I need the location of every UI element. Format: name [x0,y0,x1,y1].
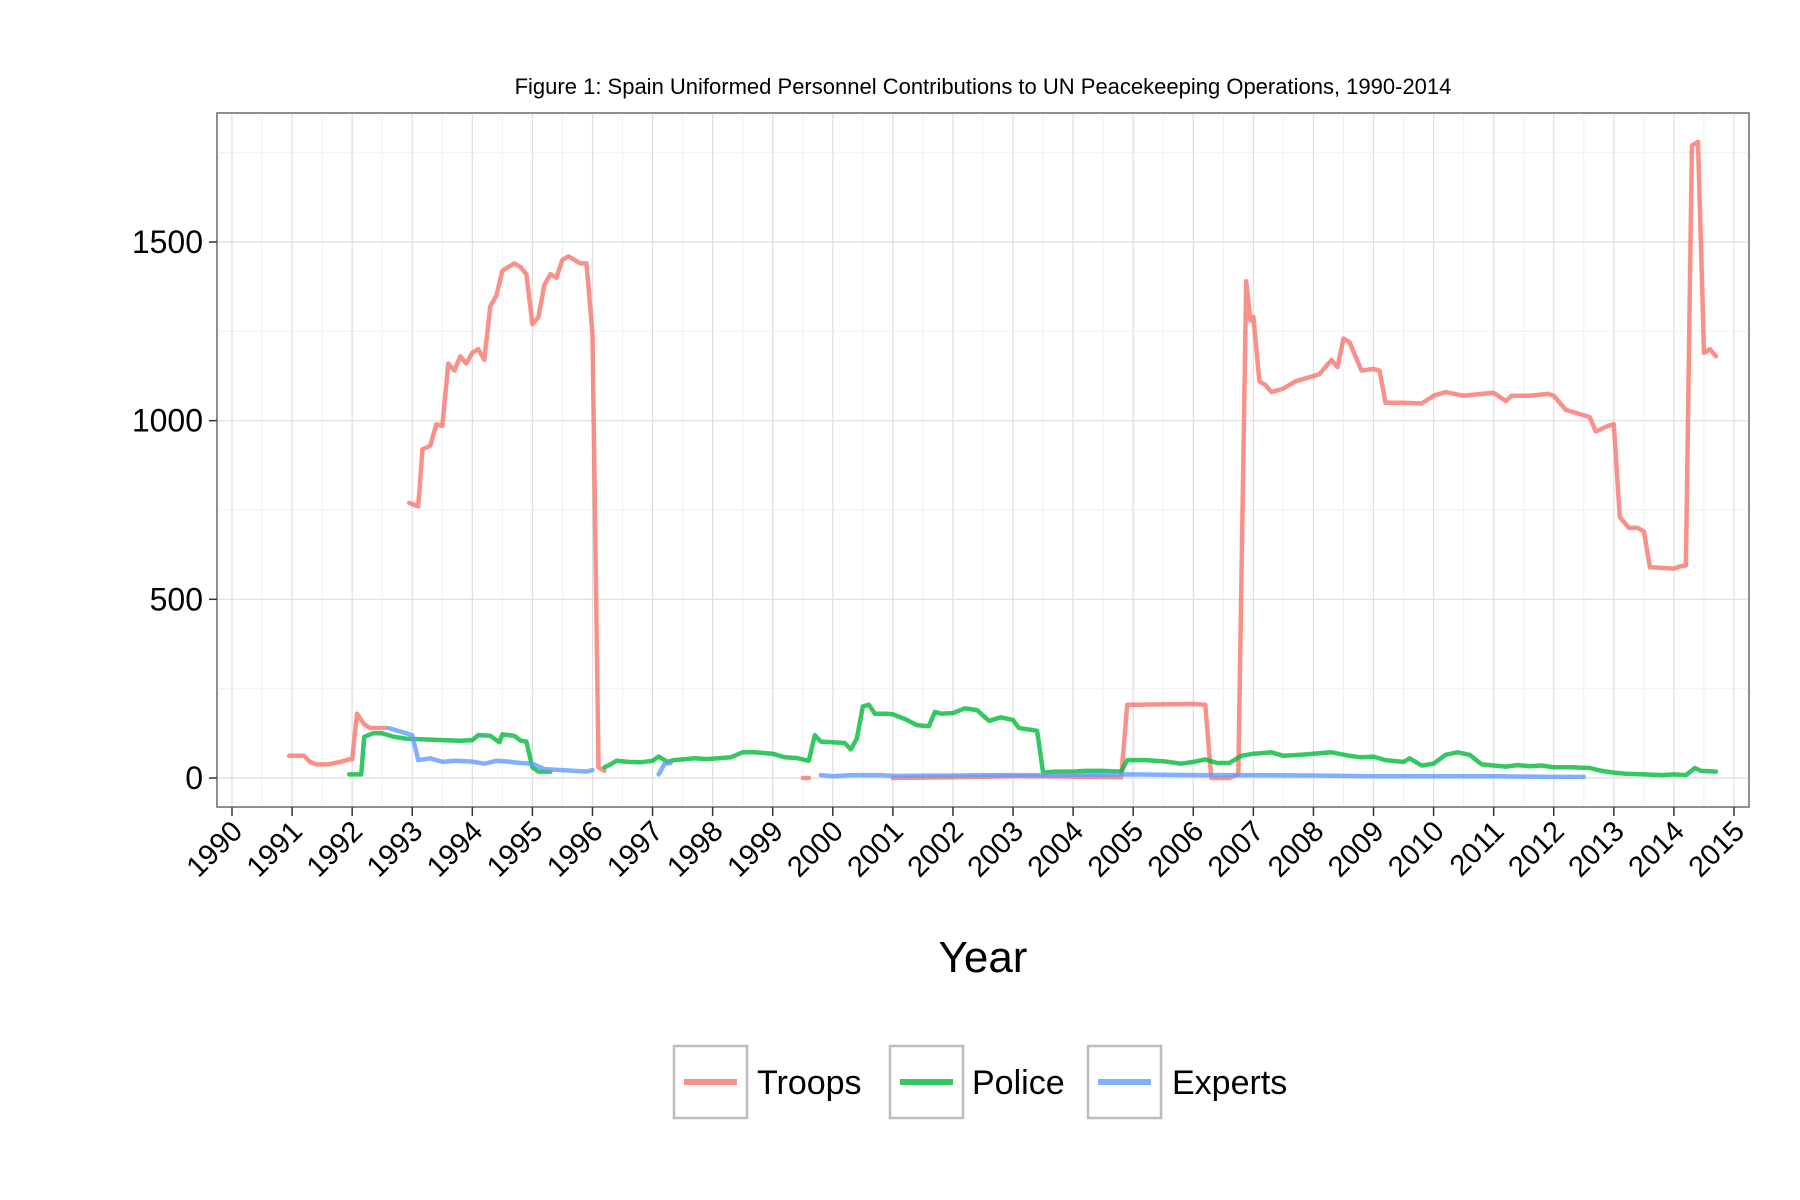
x-tick-label: 1998 [661,815,729,883]
plot-border [216,112,1750,808]
series-line-troops-segment [286,711,388,767]
x-tick-label: 2000 [782,815,850,883]
chart-title: Figure 1: Spain Uniformed Personnel Cont… [515,74,1452,99]
y-axis: 0 500 1000 1500 [132,224,217,796]
series-layer [286,139,1719,781]
series-line-experts-segment [656,760,673,777]
series-experts [385,725,1587,780]
x-tick-label: 2006 [1142,815,1210,883]
x-tick-label: 2010 [1382,815,1450,883]
x-tick-label: 1996 [541,815,609,883]
legend-item-police: Police [888,1044,1065,1120]
series-line-troops-segment [890,139,1719,781]
x-tick-label: 2002 [902,815,970,883]
x-tick-label: 2013 [1563,815,1631,883]
x-tick-label: 2003 [962,815,1030,883]
series-line-troops-segment [406,254,607,774]
x-tick-label: 1997 [601,815,669,883]
x-tick-label: 2014 [1623,815,1691,883]
x-tick-label: 1991 [241,815,309,883]
x-tick-label: 2011 [1444,815,1511,882]
series-line-experts-segment [818,772,1587,780]
x-tick-label: 2007 [1202,815,1270,883]
x-axis-label: Year [939,933,1028,982]
x-tick-label: 2009 [1322,815,1390,883]
major-gridlines [217,113,1749,807]
x-tick-label: 2012 [1502,815,1570,883]
x-tick-label: 1995 [481,815,549,883]
x-tick-label: 2015 [1683,815,1751,883]
y-tick-label: 0 [185,760,203,796]
y-tick-label: 500 [150,581,203,617]
legend-label-police: Police [972,1064,1065,1102]
y-tick-label: 1000 [132,403,203,439]
x-tick-label: 2001 [842,815,910,883]
x-tick-label: 1990 [181,815,249,883]
series-line-police-segment [602,702,1719,778]
x-tick-label: 1992 [301,815,369,883]
series-troops [286,139,1719,781]
x-tick-label: 2008 [1262,815,1330,883]
legend: Troops Police Experts [672,1044,1287,1120]
y-tick-label: 1500 [132,224,203,260]
legend-item-experts: Experts [1086,1044,1287,1120]
x-tick-label: 2005 [1082,815,1150,883]
legend-label-troops: Troops [757,1064,862,1102]
x-tick-label: 1994 [421,815,489,883]
x-tick-label: 1999 [721,815,789,883]
series-line-experts-segment [385,725,595,774]
x-tick-label: 2004 [1022,815,1090,883]
series-police [346,702,1719,778]
legend-label-experts: Experts [1172,1064,1287,1102]
series-line-police-segment [346,731,553,777]
legend-item-troops: Troops [672,1044,862,1120]
x-axis: 1990199119921993199419951996199719981999… [181,807,1751,884]
x-tick-label: 1993 [361,815,429,883]
